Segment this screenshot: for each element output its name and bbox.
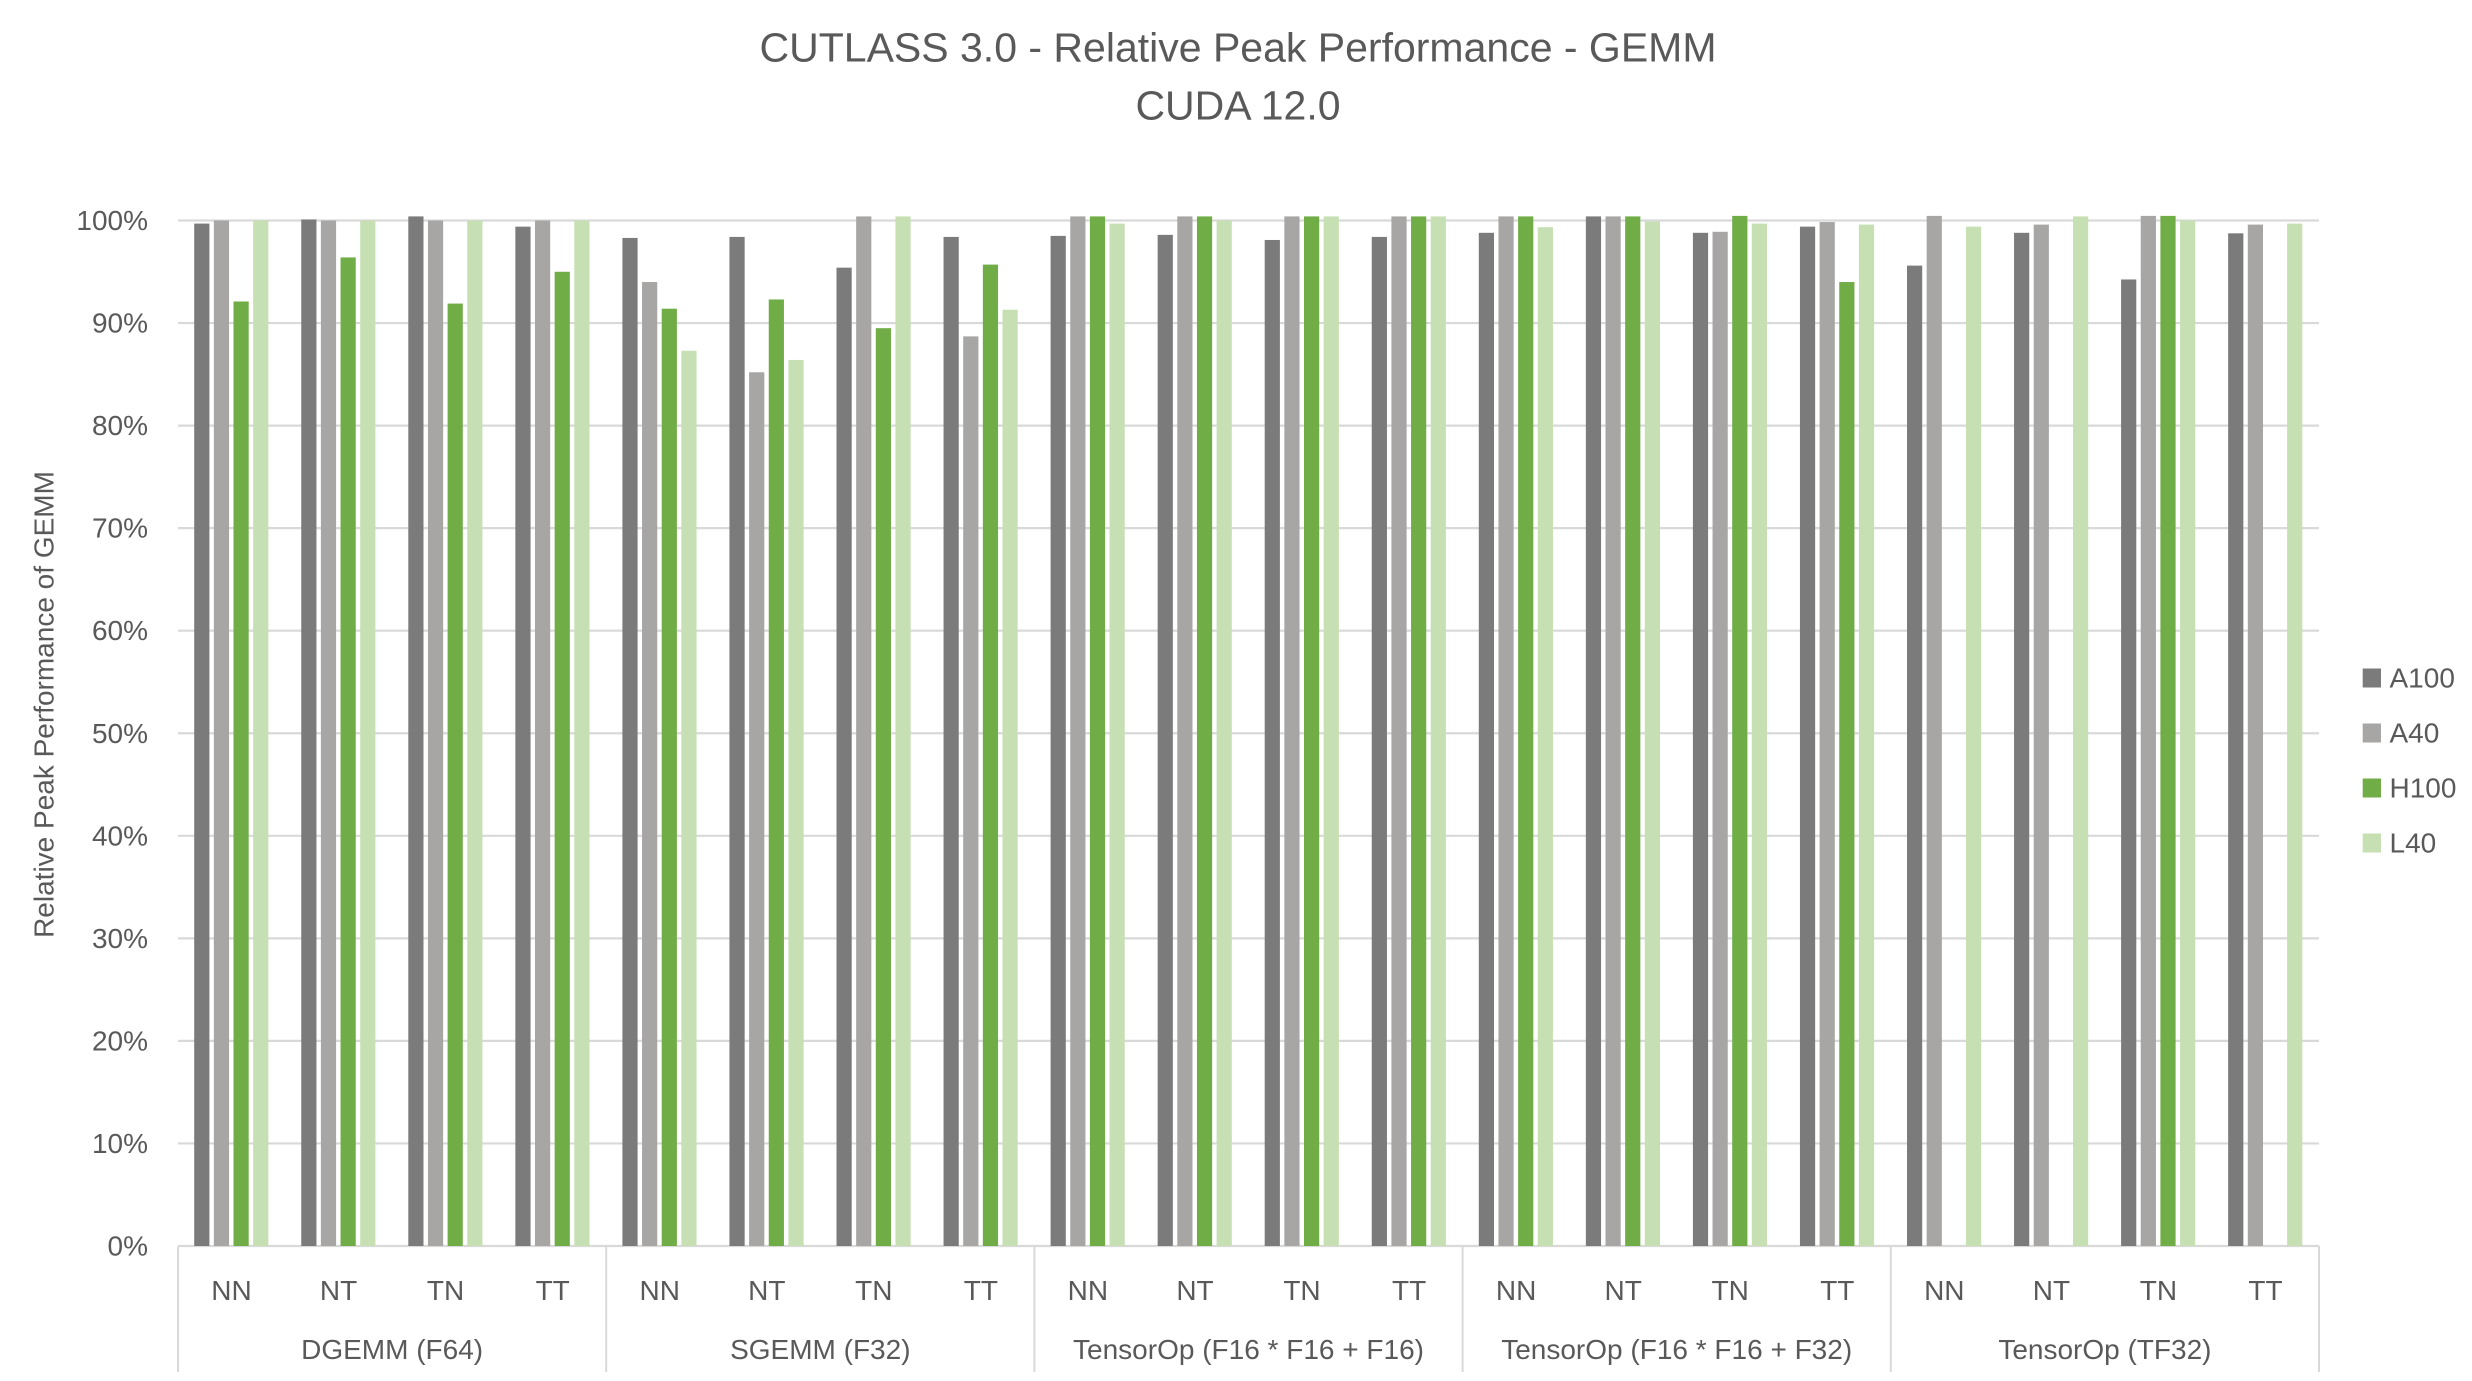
svg-text:TT: TT (964, 1275, 998, 1306)
svg-text:30%: 30% (92, 923, 148, 954)
svg-text:NN: NN (1068, 1275, 1108, 1306)
svg-text:CUDA 12.0: CUDA 12.0 (1135, 83, 1340, 129)
svg-text:TT: TT (536, 1275, 570, 1306)
svg-text:NN: NN (1496, 1275, 1536, 1306)
svg-text:NT: NT (1605, 1275, 1642, 1306)
svg-text:70%: 70% (92, 513, 148, 544)
svg-text:TensorOp (TF32): TensorOp (TF32) (1998, 1334, 2211, 1365)
svg-text:TT: TT (1392, 1275, 1426, 1306)
svg-text:100%: 100% (76, 205, 148, 236)
svg-text:20%: 20% (92, 1025, 148, 1056)
svg-text:TN: TN (2140, 1275, 2177, 1306)
svg-text:0%: 0% (108, 1231, 148, 1262)
svg-text:90%: 90% (92, 308, 148, 339)
svg-text:SGEMM (F32): SGEMM (F32) (730, 1334, 910, 1365)
svg-text:NT: NT (1176, 1275, 1213, 1306)
svg-text:TensorOp (F16 * F16 + F16): TensorOp (F16 * F16 + F16) (1073, 1334, 1424, 1365)
svg-text:TT: TT (1820, 1275, 1854, 1306)
svg-text:H100: H100 (2390, 773, 2457, 804)
svg-text:NT: NT (2033, 1275, 2070, 1306)
svg-text:A100: A100 (2390, 663, 2455, 694)
svg-text:A40: A40 (2390, 718, 2440, 749)
svg-text:40%: 40% (92, 820, 148, 851)
svg-text:TT: TT (2248, 1275, 2282, 1306)
svg-text:60%: 60% (92, 615, 148, 646)
svg-text:NN: NN (211, 1275, 251, 1306)
svg-text:DGEMM (F64): DGEMM (F64) (301, 1334, 483, 1365)
svg-text:CUTLASS 3.0 - Relative Peak Pe: CUTLASS 3.0 - Relative Peak Performance … (760, 25, 1717, 71)
svg-text:L40: L40 (2390, 828, 2437, 859)
svg-text:TN: TN (1712, 1275, 1749, 1306)
svg-text:80%: 80% (92, 410, 148, 441)
svg-text:TN: TN (855, 1275, 892, 1306)
svg-text:10%: 10% (92, 1128, 148, 1159)
svg-text:TensorOp (F16 * F16 + F32): TensorOp (F16 * F16 + F32) (1501, 1334, 1852, 1365)
svg-text:TN: TN (1283, 1275, 1320, 1306)
svg-text:50%: 50% (92, 718, 148, 749)
svg-text:Relative Peak Performance of G: Relative Peak Performance of GEMM (29, 471, 60, 938)
svg-text:NT: NT (320, 1275, 357, 1306)
svg-text:TN: TN (427, 1275, 464, 1306)
svg-text:NN: NN (639, 1275, 679, 1306)
svg-text:NN: NN (1924, 1275, 1964, 1306)
svg-text:NT: NT (748, 1275, 785, 1306)
